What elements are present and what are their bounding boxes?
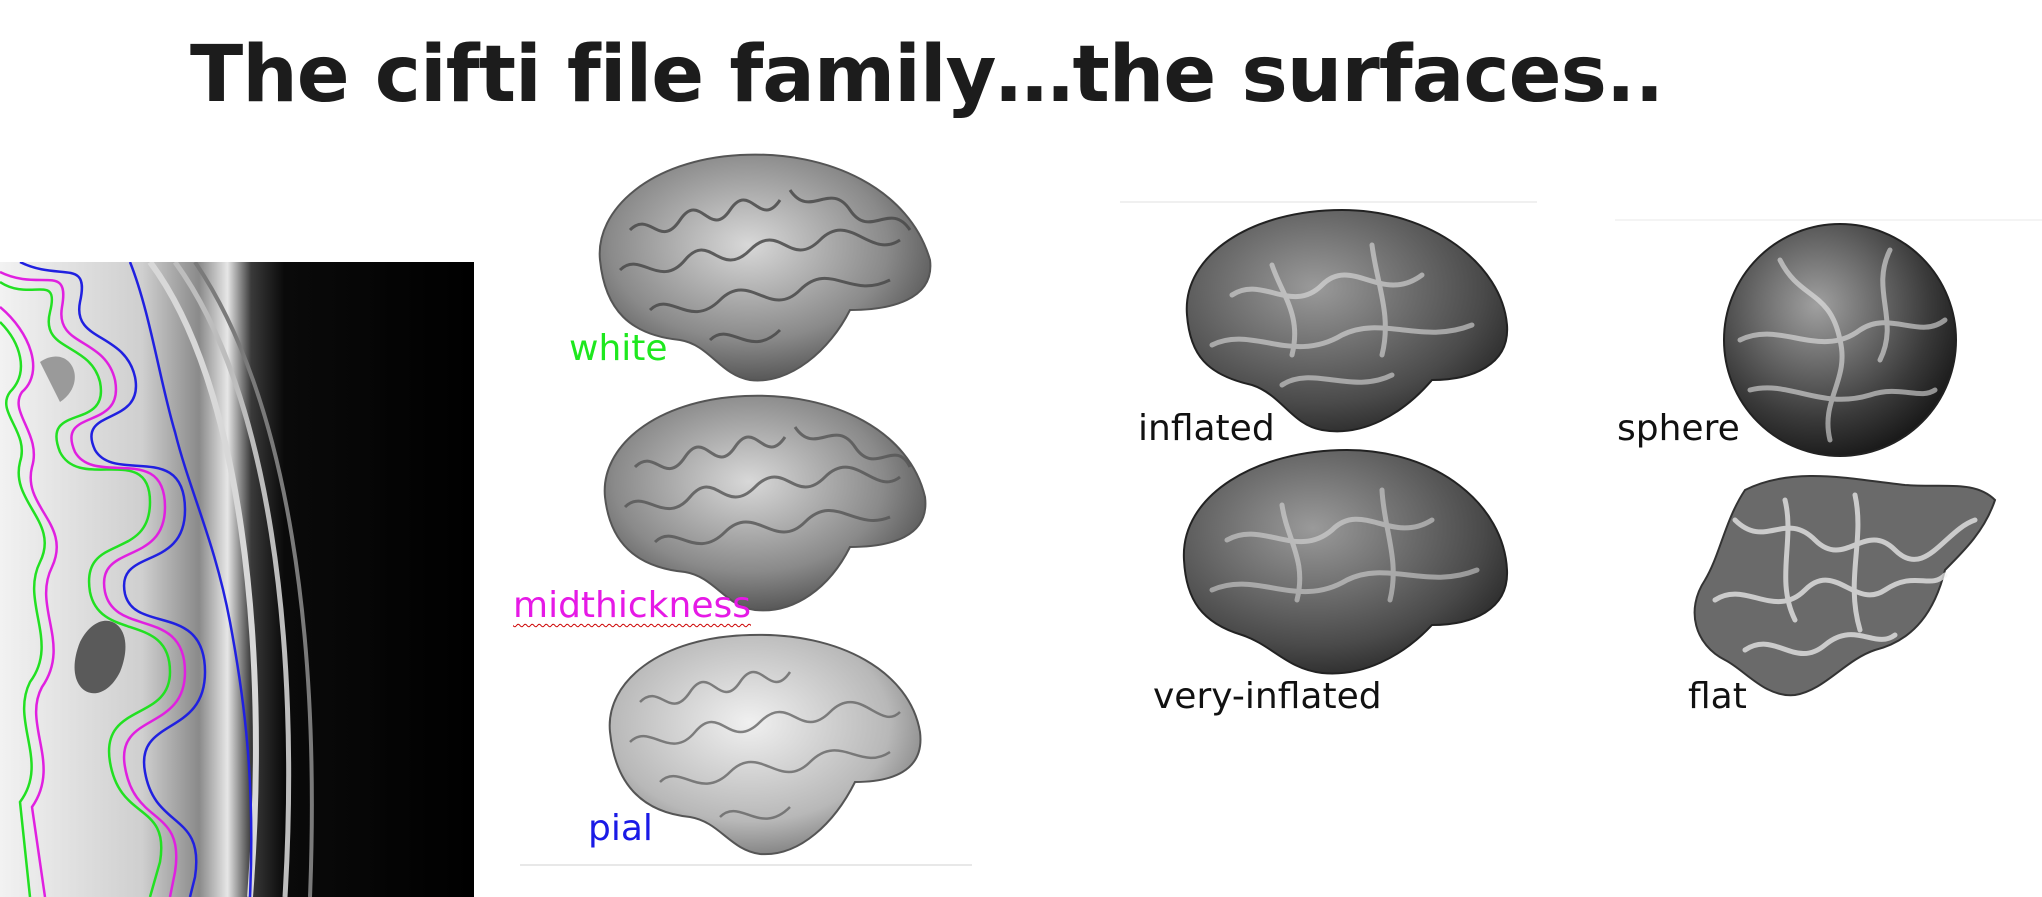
pial-surface-image [600,632,925,862]
inflated-label: inflated [1138,408,1275,449]
white-label: white [569,328,668,369]
sphere-surface-image [1720,220,1960,460]
slide-title: The cifti file family…the surfaces.. [190,30,1664,120]
midthickness-surface-image [595,392,930,617]
midthickness-label: midthickness [513,585,751,626]
mri-slice-image [0,262,474,897]
flat-label: flat [1688,676,1747,717]
inflated-surface-image [1172,205,1512,440]
divider [1120,201,1537,203]
very-inflated-label: very-inflated [1153,676,1382,717]
sphere-label: sphere [1617,408,1740,449]
divider [1615,219,2042,221]
flat-surface-image [1685,460,2000,700]
white-surface-image [590,150,935,385]
very-inflated-surface-image [1172,445,1512,680]
pial-label: pial [588,808,653,849]
divider [520,864,972,866]
